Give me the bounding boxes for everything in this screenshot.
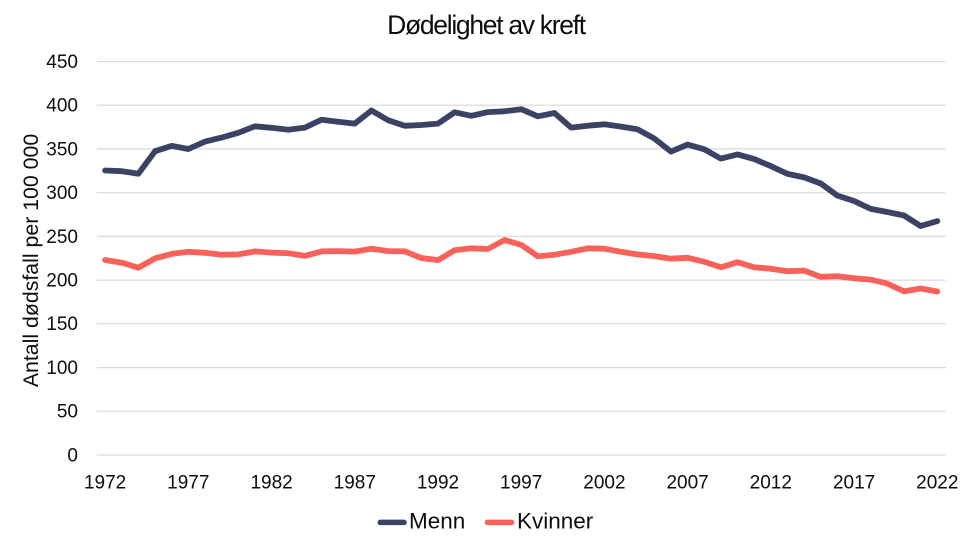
svg-text:2002: 2002	[583, 473, 625, 494]
svg-text:100: 100	[46, 358, 78, 379]
svg-text:2017: 2017	[833, 473, 875, 494]
svg-text:1992: 1992	[417, 473, 459, 494]
svg-text:2022: 2022	[916, 473, 958, 494]
svg-text:1977: 1977	[167, 473, 209, 494]
svg-text:300: 300	[46, 183, 78, 204]
svg-text:Antall dødsfall per 100 000: Antall dødsfall per 100 000	[19, 134, 43, 388]
svg-text:250: 250	[46, 227, 78, 248]
svg-text:450: 450	[46, 52, 78, 73]
svg-text:50: 50	[57, 402, 78, 423]
svg-text:Dødelighet av kreft: Dødelighet av kreft	[387, 10, 587, 40]
svg-text:2007: 2007	[666, 473, 708, 494]
svg-text:0: 0	[67, 445, 78, 466]
svg-text:400: 400	[46, 96, 78, 117]
svg-text:350: 350	[46, 139, 78, 160]
svg-text:150: 150	[46, 314, 78, 335]
svg-text:Menn: Menn	[409, 508, 465, 533]
svg-text:1982: 1982	[250, 473, 292, 494]
svg-text:1997: 1997	[500, 473, 542, 494]
svg-text:2012: 2012	[750, 473, 792, 494]
svg-text:1987: 1987	[334, 473, 376, 494]
svg-text:Kvinner: Kvinner	[517, 508, 594, 533]
svg-text:200: 200	[46, 271, 78, 292]
svg-text:1972: 1972	[84, 473, 126, 494]
